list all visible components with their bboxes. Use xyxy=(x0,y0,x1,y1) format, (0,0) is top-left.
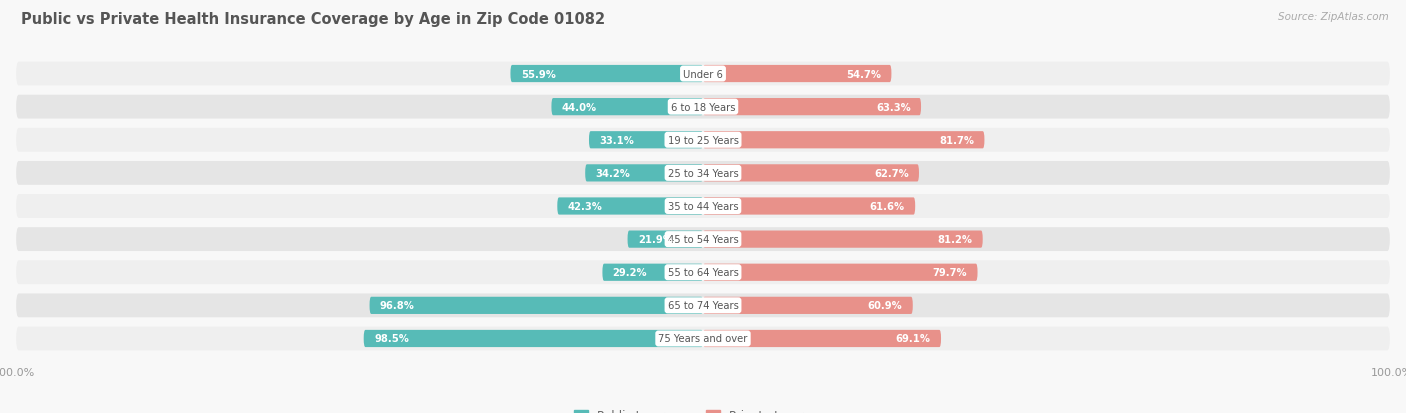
Text: 25 to 34 Years: 25 to 34 Years xyxy=(668,169,738,178)
Text: 61.6%: 61.6% xyxy=(870,202,905,211)
FancyBboxPatch shape xyxy=(703,132,984,149)
Text: Source: ZipAtlas.com: Source: ZipAtlas.com xyxy=(1278,12,1389,22)
FancyBboxPatch shape xyxy=(703,66,891,83)
FancyBboxPatch shape xyxy=(557,198,703,215)
Text: 19 to 25 Years: 19 to 25 Years xyxy=(668,135,738,145)
Text: 45 to 54 Years: 45 to 54 Years xyxy=(668,235,738,244)
FancyBboxPatch shape xyxy=(703,297,912,314)
Text: 55 to 64 Years: 55 to 64 Years xyxy=(668,268,738,278)
FancyBboxPatch shape xyxy=(703,198,915,215)
FancyBboxPatch shape xyxy=(602,264,703,281)
Text: 44.0%: 44.0% xyxy=(562,102,598,112)
Text: 79.7%: 79.7% xyxy=(932,268,967,278)
Text: Under 6: Under 6 xyxy=(683,69,723,79)
Text: 63.3%: 63.3% xyxy=(876,102,911,112)
FancyBboxPatch shape xyxy=(703,264,977,281)
FancyBboxPatch shape xyxy=(551,99,703,116)
Text: 75 Years and over: 75 Years and over xyxy=(658,334,748,344)
Text: 69.1%: 69.1% xyxy=(896,334,931,344)
FancyBboxPatch shape xyxy=(15,195,1391,218)
FancyBboxPatch shape xyxy=(703,99,921,116)
FancyBboxPatch shape xyxy=(15,62,1391,86)
Text: 60.9%: 60.9% xyxy=(868,301,903,311)
Text: 21.9%: 21.9% xyxy=(638,235,672,244)
FancyBboxPatch shape xyxy=(627,231,703,248)
Text: 98.5%: 98.5% xyxy=(374,334,409,344)
Text: 42.3%: 42.3% xyxy=(568,202,603,211)
Text: 34.2%: 34.2% xyxy=(596,169,630,178)
FancyBboxPatch shape xyxy=(15,261,1391,285)
Text: 62.7%: 62.7% xyxy=(875,169,908,178)
Text: 54.7%: 54.7% xyxy=(846,69,882,79)
FancyBboxPatch shape xyxy=(15,327,1391,351)
FancyBboxPatch shape xyxy=(703,231,983,248)
FancyBboxPatch shape xyxy=(15,128,1391,152)
FancyBboxPatch shape xyxy=(364,330,703,347)
FancyBboxPatch shape xyxy=(510,66,703,83)
Text: 81.7%: 81.7% xyxy=(939,135,974,145)
Text: 65 to 74 Years: 65 to 74 Years xyxy=(668,301,738,311)
Legend: Public Insurance, Private Insurance: Public Insurance, Private Insurance xyxy=(569,404,837,413)
Text: 29.2%: 29.2% xyxy=(613,268,647,278)
FancyBboxPatch shape xyxy=(15,294,1391,318)
FancyBboxPatch shape xyxy=(703,165,920,182)
Text: 33.1%: 33.1% xyxy=(599,135,634,145)
FancyBboxPatch shape xyxy=(15,228,1391,252)
Text: 35 to 44 Years: 35 to 44 Years xyxy=(668,202,738,211)
FancyBboxPatch shape xyxy=(15,95,1391,119)
FancyBboxPatch shape xyxy=(589,132,703,149)
Text: 55.9%: 55.9% xyxy=(520,69,555,79)
FancyBboxPatch shape xyxy=(703,330,941,347)
Text: 6 to 18 Years: 6 to 18 Years xyxy=(671,102,735,112)
FancyBboxPatch shape xyxy=(585,165,703,182)
FancyBboxPatch shape xyxy=(15,161,1391,185)
FancyBboxPatch shape xyxy=(370,297,703,314)
Text: 96.8%: 96.8% xyxy=(380,301,415,311)
Text: 81.2%: 81.2% xyxy=(938,235,973,244)
Text: Public vs Private Health Insurance Coverage by Age in Zip Code 01082: Public vs Private Health Insurance Cover… xyxy=(21,12,605,27)
